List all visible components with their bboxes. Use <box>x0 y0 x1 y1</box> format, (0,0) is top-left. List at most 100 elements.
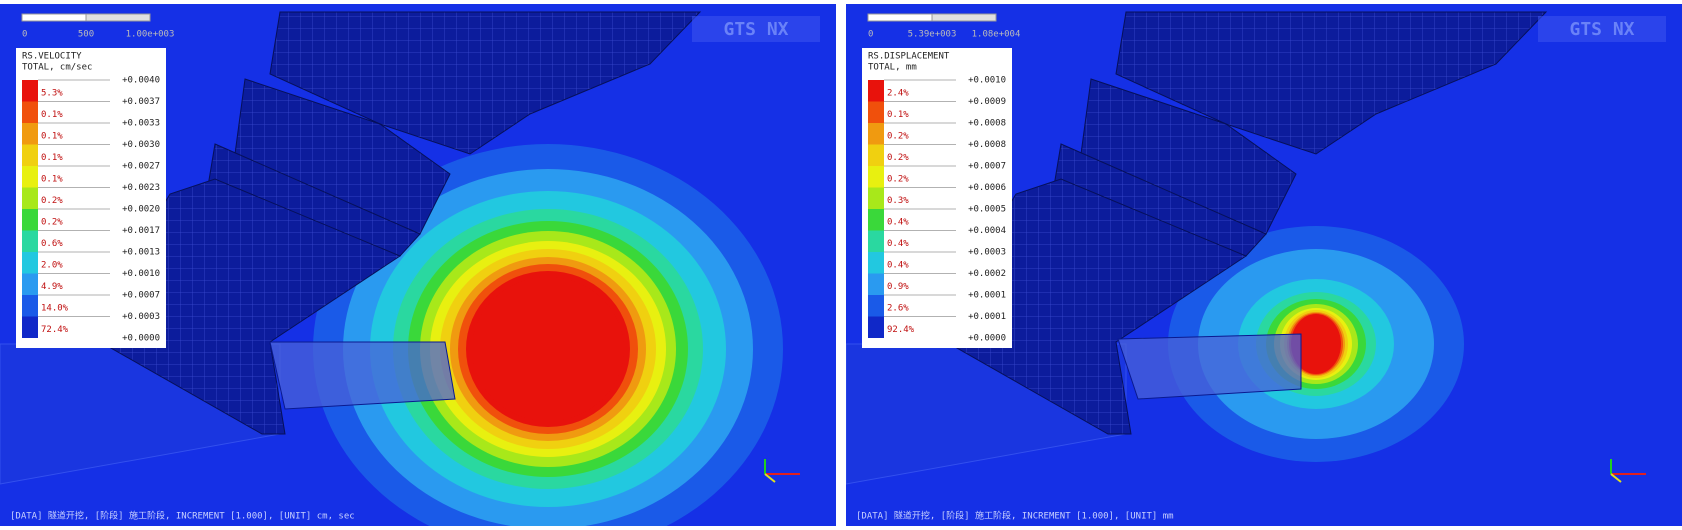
legend-percent: 0.3% <box>887 196 909 206</box>
legend-percent: 2.0% <box>41 260 63 270</box>
legend-swatch <box>868 230 884 252</box>
logo: GTS NX <box>1569 19 1634 40</box>
bench <box>1080 78 1297 235</box>
legend-value: +0.0023 <box>122 183 160 193</box>
legend-value: +0.0013 <box>122 248 160 258</box>
legend-swatch <box>22 80 38 102</box>
scale-label: 0 <box>22 30 27 40</box>
legend-swatch <box>868 316 884 338</box>
legend-swatch <box>868 166 884 188</box>
legend-value: +0.0003 <box>968 248 1006 258</box>
scale-label: 0 <box>868 30 873 40</box>
legend-value: +0.0000 <box>122 334 160 344</box>
legend-value: +0.0017 <box>122 226 160 236</box>
legend-swatch <box>22 295 38 317</box>
legend-percent: 14.0% <box>41 303 69 313</box>
legend-percent: 5.3% <box>41 88 63 98</box>
legend-percent: 4.9% <box>41 282 63 292</box>
legend-value: +0.0005 <box>968 205 1006 215</box>
displacement-view: 0 5.39e+003 1.08e+004 GTS NX RS.DISPLACEMENT… <box>846 4 1682 526</box>
legend-value: +0.0007 <box>122 291 160 301</box>
legend-swatch <box>868 101 884 123</box>
legend-value: +0.0040 <box>122 76 160 86</box>
legend-percent: 0.4% <box>887 217 909 227</box>
legend-value: +0.0009 <box>968 97 1006 107</box>
legend-bg <box>16 48 166 348</box>
legend-swatch <box>868 80 884 102</box>
legend-value: +0.0010 <box>122 269 160 279</box>
tunnel <box>1117 333 1302 400</box>
legend-swatch <box>22 187 38 209</box>
bench <box>1115 11 1548 155</box>
legend-percent: 0.2% <box>41 196 63 206</box>
legend-percent: 0.2% <box>887 174 909 184</box>
legend-title: RS.DISPLACEMENT <box>868 52 950 62</box>
legend-value: +0.0001 <box>968 291 1006 301</box>
legend-value: +0.0006 <box>968 183 1006 193</box>
legend-percent: 0.1% <box>41 110 63 120</box>
legend-value: +0.0003 <box>122 312 160 322</box>
legend-percent: 92.4% <box>887 325 915 335</box>
legend-swatch <box>22 166 38 188</box>
legend-swatch <box>868 209 884 231</box>
legend-value: +0.0000 <box>968 334 1006 344</box>
tunnel <box>269 341 456 410</box>
legend-value: +0.0001 <box>968 312 1006 322</box>
scale-label: 1.00e+003 <box>126 30 175 40</box>
scale-bar-half <box>867 13 933 22</box>
logo-box <box>692 16 820 42</box>
contour-peak <box>1297 320 1335 368</box>
legend-swatch <box>868 252 884 274</box>
legend-percent: 0.6% <box>41 239 63 249</box>
legend-percent: 0.1% <box>41 131 63 141</box>
legend-percent: 0.1% <box>41 174 63 184</box>
logo-box <box>1538 16 1666 42</box>
legend-value: +0.0027 <box>122 162 160 172</box>
legend-percent: 0.1% <box>41 153 63 163</box>
footer: [DATA] 隧道开挖, [阶段] 施工阶段, INCREMENT [1.000… <box>10 510 355 522</box>
legend-percent: 2.4% <box>887 88 909 98</box>
axis-z <box>764 473 776 483</box>
legend-value: +0.0033 <box>122 119 160 129</box>
legend-value: +0.0010 <box>968 76 1006 86</box>
legend-percent: 0.2% <box>887 153 909 163</box>
legend-swatch <box>22 144 38 166</box>
scale-label: 1.08e+004 <box>972 30 1021 40</box>
legend-swatch <box>22 252 38 274</box>
legend-bg <box>862 48 1012 348</box>
legend-value: +0.0037 <box>122 97 160 107</box>
legend-swatch <box>22 316 38 338</box>
legend-title: RS.VELOCITY <box>22 52 82 62</box>
legend-subtitle: TOTAL, mm <box>868 63 917 73</box>
legend-swatch <box>868 123 884 145</box>
legend-value: +0.0004 <box>968 226 1006 236</box>
legend-value: +0.0008 <box>968 119 1006 129</box>
legend-swatch <box>22 230 38 252</box>
logo: GTS NX <box>723 19 788 40</box>
legend-percent: 2.6% <box>887 303 909 313</box>
legend-percent: 0.2% <box>887 131 909 141</box>
legend-percent: 0.1% <box>887 110 909 120</box>
legend-value: +0.0008 <box>968 140 1006 150</box>
scale-label: 500 <box>78 30 94 40</box>
legend-value: +0.0002 <box>968 269 1006 279</box>
legend-swatch <box>868 144 884 166</box>
contour-peak <box>472 277 624 421</box>
legend-swatch <box>868 295 884 317</box>
bench <box>234 78 451 235</box>
bench <box>269 11 702 155</box>
legend-swatch <box>22 123 38 145</box>
scale-label: 5.39e+003 <box>908 30 957 40</box>
legend-percent: 0.2% <box>41 217 63 227</box>
legend-swatch <box>22 101 38 123</box>
scale-bar-half <box>21 13 87 22</box>
footer: [DATA] 隧道开挖, [阶段] 施工阶段, INCREMENT [1.000… <box>856 510 1174 522</box>
legend-subtitle: TOTAL, cm/sec <box>22 63 92 73</box>
legend-value: +0.0020 <box>122 205 160 215</box>
legend-percent: 0.4% <box>887 260 909 270</box>
legend-value: +0.0030 <box>122 140 160 150</box>
axis-z <box>1610 473 1622 483</box>
legend-percent: 0.4% <box>887 239 909 249</box>
